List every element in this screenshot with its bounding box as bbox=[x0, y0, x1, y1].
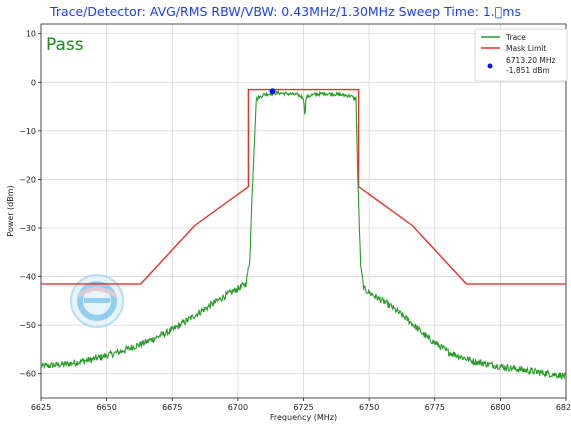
x-tick-label: 6800 bbox=[490, 403, 510, 412]
legend-marker-swatch bbox=[487, 63, 493, 69]
legend: Trace Mask Limit 6713.20 MHz -1.851 dBm bbox=[474, 28, 568, 82]
x-tick-label: 6775 bbox=[425, 403, 445, 412]
x-tick-label: 6725 bbox=[293, 403, 313, 412]
x-tick-label: 6650 bbox=[96, 403, 116, 412]
x-tick-label: 6625 bbox=[31, 403, 51, 412]
chart-header-title: Trace/Detector: AVG/RMS RBW/VBW: 0.43MHz… bbox=[50, 4, 521, 19]
series-trace-line bbox=[40, 89, 567, 380]
x-axis-ticks: 6625 6650 6675 6700 6725 6750 6775 6800 6825 bbox=[31, 398, 571, 412]
verdict-label: Pass bbox=[46, 35, 84, 55]
legend-mask-label: Mask Limit bbox=[506, 44, 546, 53]
marker-point bbox=[269, 88, 276, 95]
y-axis-label: Power (dBm) bbox=[6, 185, 15, 236]
y-tick-label: 0 bbox=[31, 78, 36, 87]
legend-box bbox=[474, 28, 568, 82]
y-tick-label: −20 bbox=[19, 175, 36, 184]
x-tick-label: 6825 bbox=[556, 403, 571, 412]
series-layer bbox=[40, 88, 567, 380]
y-tick-label: −10 bbox=[19, 127, 36, 136]
x-tick-label: 6750 bbox=[359, 403, 379, 412]
y-tick-label: −50 bbox=[19, 321, 36, 330]
y-tick-label: 10 bbox=[26, 30, 36, 39]
series-mask-limit-line bbox=[41, 88, 566, 285]
legend-marker-power: -1.851 dBm bbox=[506, 66, 550, 75]
y-tick-label: −30 bbox=[19, 224, 36, 233]
x-tick-label: 6675 bbox=[162, 403, 182, 412]
watermark-logo bbox=[70, 274, 124, 328]
y-tick-label: −40 bbox=[19, 273, 36, 282]
legend-trace-label: Trace bbox=[505, 33, 526, 42]
x-tick-label: 6700 bbox=[228, 403, 248, 412]
y-tick-label: −60 bbox=[19, 370, 36, 379]
x-axis-label: Frequency (MHz) bbox=[270, 413, 337, 422]
y-axis-ticks: 10 0 −10 −20 −30 −40 −50 −60 bbox=[19, 30, 41, 379]
legend-marker-freq: 6713.20 MHz bbox=[506, 56, 556, 65]
